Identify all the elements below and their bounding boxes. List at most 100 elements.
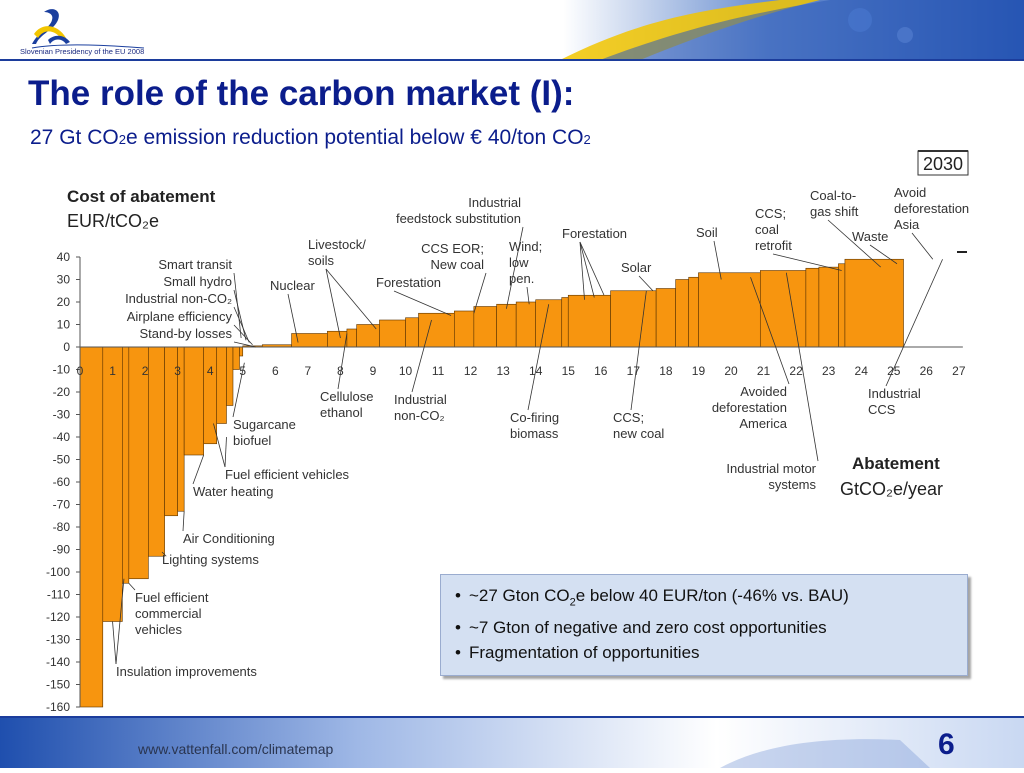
abatement-bar <box>327 330 348 348</box>
annotation-label: non-CO₂ <box>394 408 445 423</box>
annotation-label: Forestation <box>376 275 441 290</box>
y-tick-label: 30 <box>57 273 71 287</box>
x-tick-label: 17 <box>627 364 641 378</box>
abatement-bar <box>122 346 130 584</box>
annotation-label: Cellulose <box>320 389 373 404</box>
x-tick-label: 3 <box>174 364 181 378</box>
annotation-label: low <box>509 255 529 270</box>
abatement-bar <box>226 346 234 406</box>
annotation-leader-line <box>526 286 530 305</box>
y-tick-label: -90 <box>53 543 71 557</box>
x-tick-label: 26 <box>920 364 934 378</box>
chart-annotation: Waste <box>852 229 898 265</box>
annotation-leader-line <box>182 511 185 532</box>
annotation-label: CCS <box>868 402 896 417</box>
abatement-bar <box>655 288 676 348</box>
abatement-bar <box>346 328 357 348</box>
x-tick-label: 25 <box>887 364 901 378</box>
chart-annotation: Nuclear <box>270 278 315 343</box>
annotation-leader-line <box>473 272 487 314</box>
annotation-leader-line <box>772 253 842 271</box>
key-point-prefix: ~27 Gton CO <box>468 586 570 605</box>
y-tick-label: -60 <box>53 475 71 489</box>
annotation-leader-line <box>213 423 226 468</box>
y-tick-label: 40 <box>57 250 71 264</box>
y-tick-label: -150 <box>46 678 70 692</box>
x-tick-label: 1 <box>109 364 116 378</box>
source-url-link[interactable]: www.vattenfall.com/climatemap <box>138 741 334 757</box>
x-tick-label: 9 <box>370 364 377 378</box>
x-tick-label: 13 <box>496 364 510 378</box>
y-tick-label: -70 <box>53 498 71 512</box>
annotation-label: biomass <box>510 426 559 441</box>
annotation-label: CCS; <box>755 206 786 221</box>
key-point-subscript: 2 <box>569 596 576 609</box>
annotation-leader-line <box>411 319 432 393</box>
annotation-label: Avoid <box>894 185 926 200</box>
annotation-leader-line <box>750 277 790 385</box>
x-tick-label: 16 <box>594 364 608 378</box>
annotation-leader-line <box>506 226 524 309</box>
annotation-leader-line <box>233 289 247 341</box>
annotation-leader-line <box>393 290 452 316</box>
annotation-label: Fuel efficient <box>135 590 209 605</box>
annotation-leader-line <box>827 219 881 268</box>
chart-annotation: Airplane efficiency <box>127 309 253 346</box>
annotation-label: coal <box>755 222 779 237</box>
x-tick-label: 20 <box>724 364 738 378</box>
annotation-label: CCS EOR; <box>421 241 484 256</box>
annotation-label: America <box>739 416 787 431</box>
annotation-label: new coal <box>613 426 664 441</box>
annotation-label: Coal-to- <box>810 188 856 203</box>
annotation-label: Lighting systems <box>162 552 259 567</box>
page-number: 6 <box>938 728 955 761</box>
x-tick-label: 6 <box>272 364 279 378</box>
annotation-leader-line <box>233 306 250 343</box>
subtitle-prefix: 27 Gt CO <box>30 126 119 149</box>
abatement-bar <box>418 312 455 348</box>
annotation-label: CCS; <box>613 410 644 425</box>
annotation-label: soils <box>308 253 335 268</box>
annotation-leader-line <box>192 454 205 485</box>
annotation-label: Stand-by losses <box>140 326 233 341</box>
annotation-label: pen. <box>509 271 534 286</box>
annotation-leader-line <box>911 232 934 260</box>
header-banner-graphic <box>0 0 1024 60</box>
header-divider <box>0 59 1024 61</box>
chart-annotation: Solar <box>621 260 654 292</box>
abatement-bar <box>79 346 104 708</box>
annotation-label: gas shift <box>810 204 859 219</box>
annotation-leader-line <box>233 324 253 346</box>
y-tick-label: -100 <box>46 565 70 579</box>
annotation-leader-line <box>325 268 341 339</box>
y-tick-label: -130 <box>46 633 70 647</box>
annotation-label: Waste <box>852 229 888 244</box>
y-tick-label: -140 <box>46 655 70 669</box>
y-tick-label: -160 <box>46 700 70 714</box>
annotation-label: Industrial motor <box>726 461 816 476</box>
x-tick-label: 18 <box>659 364 673 378</box>
chart-annotation: Lighting systems <box>161 551 259 567</box>
annotation-label: vehicles <box>135 622 182 637</box>
annotation-label: Industrial <box>868 386 921 401</box>
annotation-leader-line <box>128 582 136 591</box>
key-point-item: Fragmentation of opportunities <box>455 640 967 665</box>
slide-subtitle: 27 Gt CO2e emission reduction potential … <box>30 126 591 150</box>
slide-title: The role of the carbon market (I): <box>28 74 575 113</box>
abatement-bar <box>610 290 657 348</box>
abatement-cost-curve-chart: 403020100-10-20-30-40-50-60-70-80-90-100… <box>46 150 969 714</box>
x-tick-label: 23 <box>822 364 836 378</box>
annotation-label: Water heating <box>193 484 273 499</box>
chart-annotation: CCS;new coal <box>613 290 664 441</box>
annotation-label: Air Conditioning <box>183 531 275 546</box>
annotation-leader-line <box>224 436 227 468</box>
chart-annotation: Soil <box>696 225 722 280</box>
annotation-label: retrofit <box>755 238 792 253</box>
annotation-leader-line <box>325 268 377 330</box>
abatement-bar <box>675 279 689 348</box>
abatement-bar <box>805 267 820 348</box>
